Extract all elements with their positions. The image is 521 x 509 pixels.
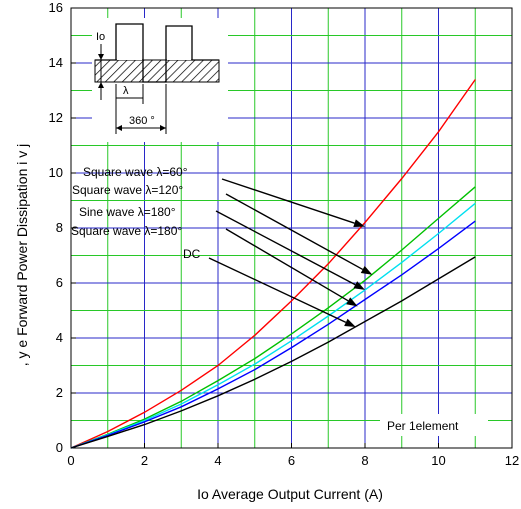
- y-tick-label: 4: [56, 330, 63, 345]
- axis-ticks: 0 2 4 6 8 10 12 0 2 4 6 8 10 12 14 16: [49, 0, 520, 468]
- series-layer: [70, 79, 476, 449]
- legend-label-dc: DC: [183, 247, 201, 261]
- legend-label-sq180: Square wave λ=180°: [71, 224, 182, 238]
- series-line-sq120: [70, 186, 476, 449]
- inset-lambda-label: λ: [123, 85, 129, 97]
- x-tick-label: 12: [505, 453, 519, 468]
- legend-label-sine180: Sine wave λ=180°: [79, 205, 176, 219]
- legend-arrow-line: [208, 257, 347, 323]
- inset-io-label: Io: [96, 31, 105, 43]
- x-tick-label: 8: [361, 453, 368, 468]
- x-tick-label: 2: [141, 453, 148, 468]
- pulse-fill-1: [117, 25, 142, 60]
- inset-period-label: 360 °: [129, 115, 155, 127]
- series-line-dc: [70, 256, 476, 449]
- io-arrowhead-top: [98, 54, 104, 60]
- waveform-inset: Io λ 360 °: [92, 18, 228, 142]
- series-line-sq180: [70, 220, 476, 449]
- y-tick-label: 6: [56, 275, 63, 290]
- legend-arrowhead: [344, 318, 356, 327]
- series-line-sq60: [70, 79, 476, 449]
- legend-arrows: [208, 178, 373, 327]
- y-tick-label: 14: [49, 55, 63, 70]
- y-tick-label: 8: [56, 220, 63, 235]
- x-tick-label: 0: [67, 453, 74, 468]
- legend-arrowhead: [353, 281, 365, 290]
- period-arrowhead-left: [116, 125, 122, 131]
- note-per-element: Per 1element: [387, 419, 459, 433]
- y-tick-label: 12: [49, 110, 63, 125]
- y-axis-title: , y e Forward Power Dissipation i v j: [14, 144, 30, 367]
- pulse-fill-2: [167, 27, 191, 60]
- period-arrowhead-right: [160, 125, 166, 131]
- io-arrowhead-bottom: [98, 82, 104, 88]
- legend-arrow-line: [225, 193, 364, 271]
- y-tick-label: 16: [49, 0, 63, 15]
- hatched-band: [94, 59, 220, 83]
- y-tick-label: 10: [49, 165, 63, 180]
- legend-arrowhead: [346, 297, 358, 307]
- x-tick-label: 6: [288, 453, 295, 468]
- legend: Square wave λ=60° Square wave λ=120° Sin…: [71, 165, 373, 327]
- legend-arrowhead: [353, 219, 365, 227]
- note-background: [380, 414, 488, 436]
- pulse-waveform: [95, 23, 219, 83]
- legend-arrow-line: [221, 178, 355, 224]
- x-tick-label: 4: [214, 453, 221, 468]
- legend-arrow-line: [225, 228, 349, 302]
- legend-label-sq120: Square wave λ=120°: [72, 183, 183, 197]
- y-tick-label: 2: [56, 385, 63, 400]
- legend-label-sq60: Square wave λ=60°: [83, 165, 188, 179]
- series-line-sine180: [70, 202, 476, 449]
- x-tick-label: 10: [431, 453, 445, 468]
- x-axis-title: Io Average Output Current (A): [197, 486, 383, 502]
- y-tick-label: 0: [56, 440, 63, 455]
- legend-arrowhead: [360, 265, 373, 275]
- legend-arrow-line: [215, 210, 356, 286]
